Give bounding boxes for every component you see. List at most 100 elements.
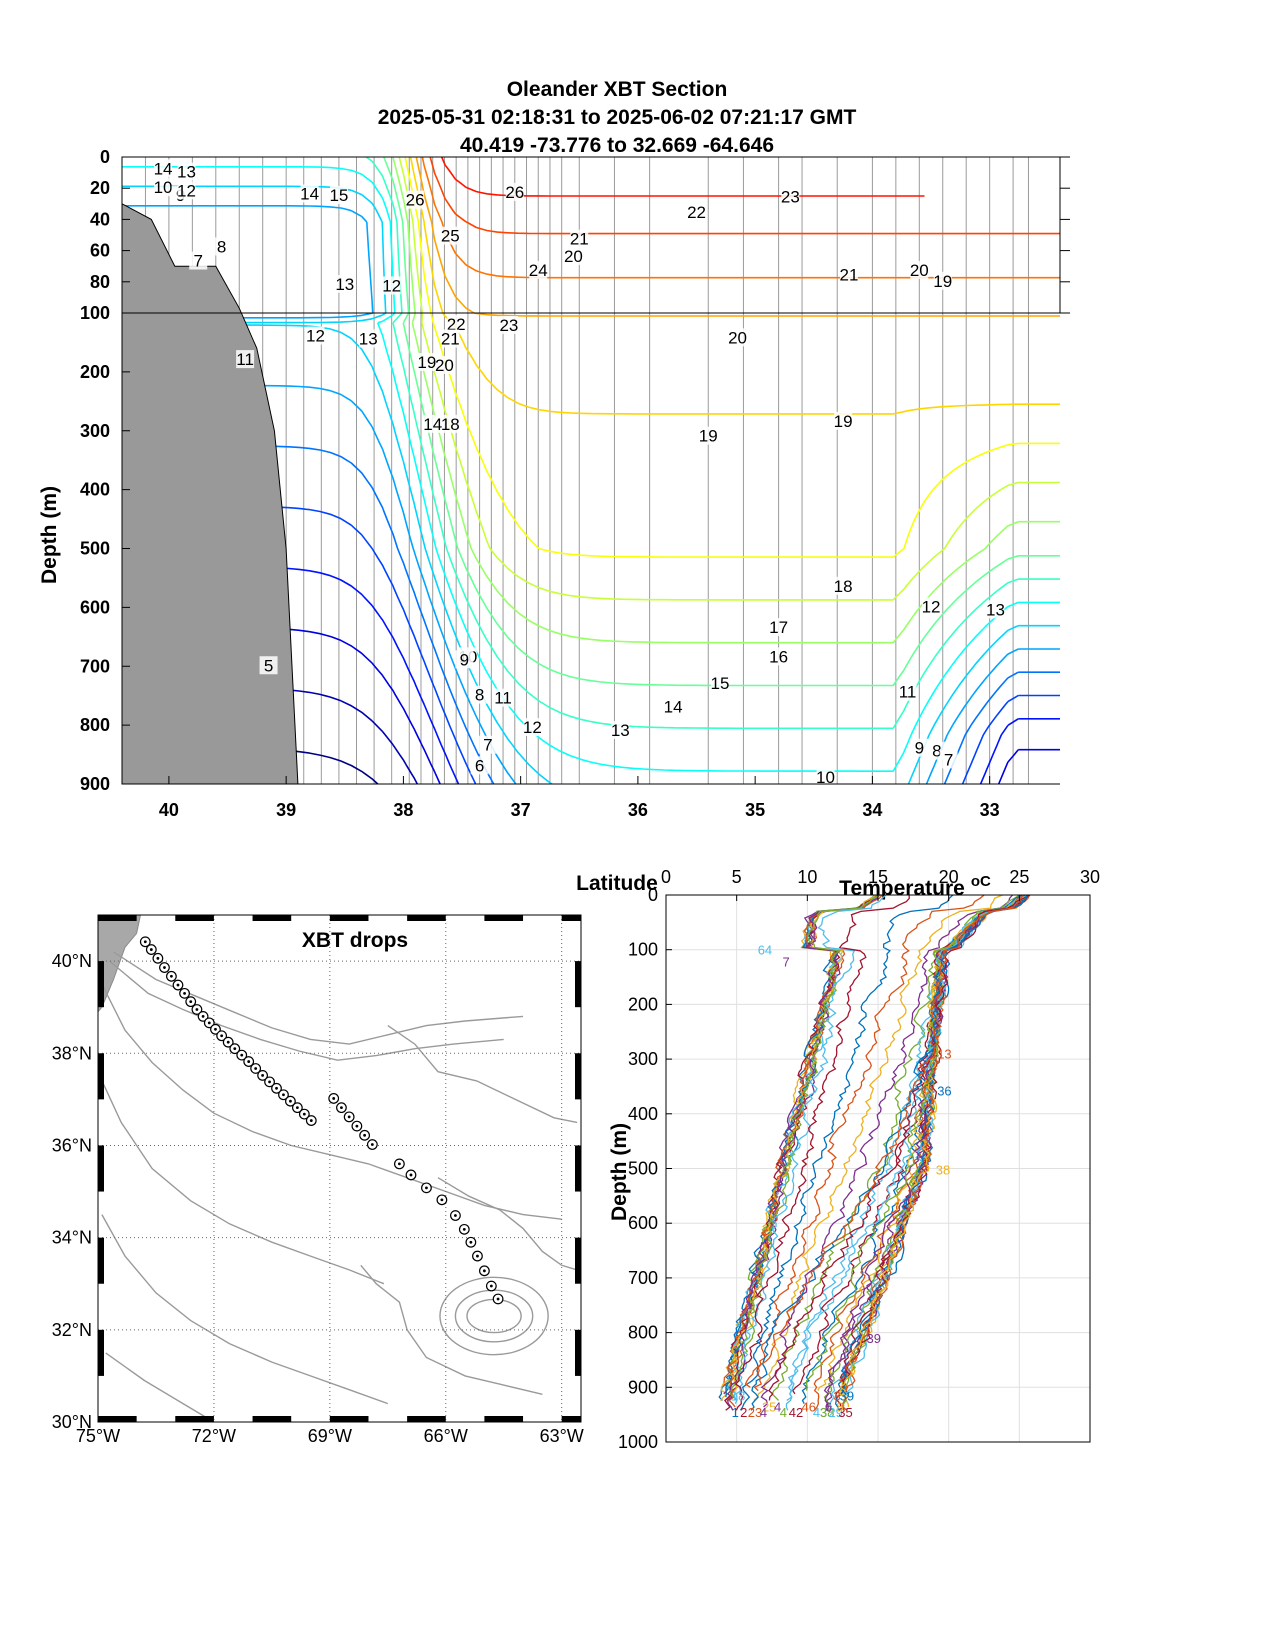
- xbt-drop-dot: [483, 1269, 486, 1273]
- frame-tick: [407, 1416, 446, 1422]
- contour-label-bg: [212, 237, 231, 256]
- frame-tick: [484, 1416, 524, 1422]
- section-drop-lines: [121, 157, 1029, 784]
- contour-label: 13: [177, 163, 196, 182]
- isobath-ring: [439, 1276, 549, 1356]
- temperature-profile: [823, 894, 1026, 1411]
- x-tick-label: 15: [868, 867, 888, 887]
- contour-label-bg: [564, 246, 583, 265]
- contour-label: 26: [505, 183, 524, 202]
- y-tick-label: 600: [80, 597, 110, 617]
- contour-label-bg: [494, 688, 513, 707]
- x-tick-label: 38: [393, 800, 413, 820]
- map-frame: [97, 914, 582, 1423]
- frame-tick: [98, 1053, 104, 1100]
- xbt-drop-dot: [363, 1133, 367, 1137]
- xbt-drop-dot: [397, 1162, 401, 1166]
- x-tick-label: 39: [276, 800, 296, 820]
- profile-ylabel: Depth (m): [608, 1123, 631, 1221]
- x-tick-label: 36: [628, 800, 648, 820]
- xbt-drop-dot: [201, 1015, 205, 1018]
- contour-label: 14: [423, 415, 442, 434]
- contour-label-bg: [529, 260, 548, 279]
- xbt-drop-dot: [163, 966, 166, 969]
- profile-label: 13: [937, 1047, 951, 1062]
- contour-label: 19: [417, 353, 436, 372]
- contour-label: 20: [910, 261, 929, 280]
- xbt-drop-dot: [496, 1297, 500, 1301]
- section-title-line-2: 2025-05-31 02:18:31 to 2025-06-02 07:21:…: [378, 106, 857, 129]
- contour-label: 8: [475, 686, 484, 705]
- frame-tick: [329, 915, 369, 921]
- frame-tick: [98, 915, 137, 921]
- xbt-drop-dot: [268, 1080, 271, 1084]
- profile-lines: [718, 894, 1031, 1411]
- contour-label: 11: [899, 683, 917, 702]
- y-tick-label: 0: [648, 885, 658, 905]
- contour-label: 12: [382, 276, 401, 295]
- xbt-drop-dot: [489, 1284, 493, 1288]
- contour-label: 10: [154, 178, 173, 197]
- map-title: XBT drops: [302, 929, 408, 952]
- contour-line: [409, 156, 1060, 415]
- temperature-profile: [768, 894, 1031, 1401]
- contour-label-bg: [839, 265, 858, 284]
- contour-label: 8: [217, 237, 226, 256]
- contour-label-bg: [939, 750, 958, 769]
- temperature-profile: [750, 894, 1028, 1411]
- contour-label-bg: [300, 184, 319, 203]
- x-tick-label: 20: [939, 867, 959, 887]
- frame-tick: [98, 961, 104, 1008]
- xbt-drop-dot: [425, 1186, 428, 1190]
- contour-label-bg: [699, 426, 718, 445]
- xbt-drop-dot: [247, 1060, 251, 1063]
- contour-label: 15: [711, 674, 730, 693]
- y-tick-label: 300: [628, 1049, 658, 1069]
- profile-label: 38: [820, 1405, 834, 1420]
- map-gridlines: [98, 915, 581, 1422]
- contour-label-bg: [478, 735, 497, 754]
- contour-label: 20: [728, 328, 747, 347]
- contour-label: 14: [300, 184, 319, 203]
- contour-label-bg: [986, 600, 1005, 619]
- contour-label: 20: [435, 356, 454, 375]
- contour-label-bg: [570, 229, 589, 248]
- profile-label: 23: [748, 1405, 762, 1420]
- contour-label: 13: [335, 275, 354, 294]
- contour-label: 18: [441, 415, 460, 434]
- frame-tick: [561, 1416, 581, 1422]
- contour-label: 20: [564, 247, 583, 266]
- xbt-drop-dot: [469, 1240, 473, 1244]
- contour-label: 25: [441, 227, 460, 246]
- isobath: [360, 1264, 543, 1395]
- xbt-drop-dot: [195, 1008, 199, 1011]
- frame-tick: [175, 1416, 214, 1422]
- contour-label: 13: [611, 721, 630, 740]
- x-tick-label: 40: [159, 800, 179, 820]
- profile-label: 8: [836, 1399, 843, 1414]
- contour-label-bg: [177, 181, 196, 200]
- contour-label-bg: [470, 685, 489, 704]
- x-tick-label: 33: [980, 800, 1000, 820]
- frame-tick: [575, 1237, 581, 1284]
- y-tick-label: 700: [80, 656, 110, 676]
- contour-label-bg: [664, 697, 683, 716]
- contour-label-bg: [447, 314, 466, 333]
- profile-label: 4: [760, 1405, 767, 1420]
- temperature-profile: [729, 894, 882, 1401]
- contour-label-bg: [423, 414, 442, 433]
- contour-label-bg: [435, 355, 454, 374]
- xbt-drop-dot: [462, 1227, 466, 1231]
- contour-label-bg: [523, 718, 542, 737]
- temperature-profile: [839, 894, 1028, 1398]
- contour-label-bg: [505, 182, 524, 201]
- xbt-drop-dot: [149, 948, 153, 951]
- contour-label: 21: [441, 329, 460, 348]
- xbt-drop-dot: [302, 1112, 306, 1116]
- contour-label-bg: [910, 738, 929, 757]
- contour-label: 14: [664, 697, 683, 716]
- xbt-drop-dot: [347, 1115, 351, 1119]
- contour-label-bg: [189, 251, 208, 270]
- xbt-drop-dot: [176, 983, 180, 987]
- contour-line: [122, 166, 1060, 772]
